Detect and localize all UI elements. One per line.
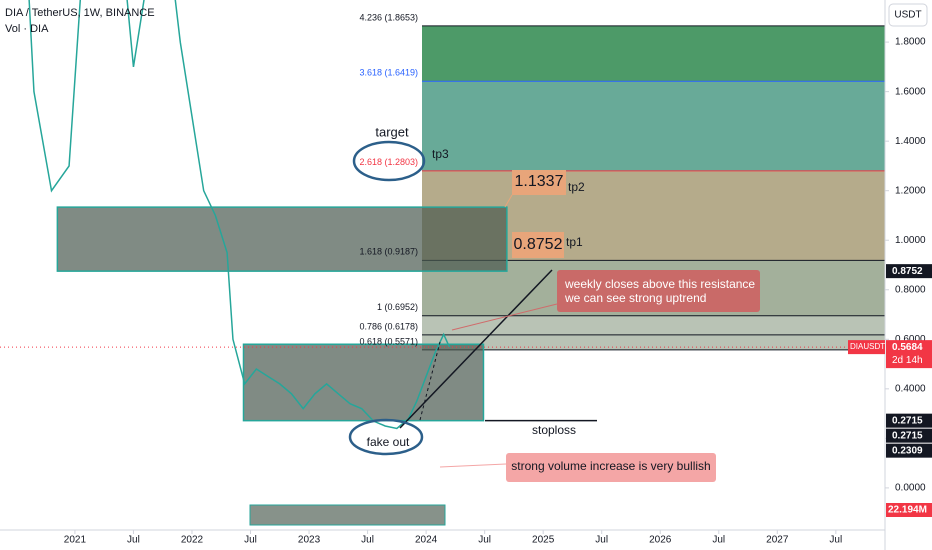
price-tag-label: 0.5684	[892, 342, 923, 353]
note-pointer	[451, 303, 558, 331]
tp2-box	[512, 170, 566, 195]
x-tick-label: Jul	[127, 535, 140, 546]
fib-label: 4.236 (1.8653)	[359, 12, 418, 22]
zone-box	[56, 206, 508, 272]
y-tick-label: 0.8000	[895, 284, 926, 295]
currency-button[interactable]	[888, 3, 928, 27]
symbol-tag	[848, 340, 885, 355]
volume-note: strong volume increase is very bullish	[511, 459, 710, 473]
countdown: 2d 14h	[892, 355, 923, 366]
fakeout-label: fake out	[367, 435, 410, 449]
fakeout-circle	[348, 418, 424, 456]
price-tag	[886, 340, 932, 369]
volume-box	[249, 504, 446, 526]
price-tag	[886, 428, 932, 443]
x-tick-label: 2027	[766, 535, 789, 546]
dashed-line	[419, 341, 441, 421]
price-line	[28, 0, 451, 430]
zone-box	[242, 343, 485, 422]
x-tick-label: Jul	[829, 535, 842, 546]
tp1-label: tp1	[566, 235, 583, 249]
price-axis: 0.00000.20000.40000.60000.80001.00001.20…	[885, 37, 932, 517]
tp3-label: tp3	[432, 147, 449, 161]
price-tag-label: 0.2309	[892, 445, 923, 456]
x-tick-label: Jul	[244, 535, 257, 546]
volume-tag-label: 22.194M	[888, 505, 927, 516]
x-tick-label: Jul	[478, 535, 491, 546]
fib-zone	[422, 334, 885, 350]
trend-arrow	[399, 269, 553, 429]
y-tick-label: 1.2000	[895, 185, 926, 196]
price-tag-label: 0.8752	[892, 266, 923, 277]
note-line: we can see strong uptrend	[564, 291, 706, 305]
fib-zone	[422, 315, 885, 335]
x-tick-label: Jul	[712, 535, 725, 546]
x-tick-label: Jul	[361, 535, 374, 546]
fib-zone	[422, 81, 885, 171]
price-tag	[886, 264, 932, 279]
fib-label: 0.786 (0.6178)	[359, 321, 418, 331]
symbol-tag-label: DIAUSDT	[850, 342, 885, 351]
x-tick-label: 2021	[64, 535, 87, 546]
y-tick-label: 0.6000	[895, 334, 926, 345]
volume-tag	[886, 503, 932, 517]
y-tick-label: 1.0000	[895, 235, 926, 246]
y-tick-label: 0.0000	[895, 483, 926, 494]
x-tick-label: 2023	[298, 535, 321, 546]
y-tick-label: 1.6000	[895, 86, 926, 97]
currency[interactable]: USDT	[894, 10, 921, 21]
volume-note-box	[506, 453, 716, 482]
price-tag-label: 0.2715	[892, 415, 923, 426]
x-tick-label: 2025	[532, 535, 555, 546]
tp1-box	[512, 232, 564, 258]
x-tick-label: Jul	[595, 535, 608, 546]
tp2-value: 1.1337	[515, 173, 564, 190]
tp1-value: 0.8752	[514, 236, 563, 253]
fib-label: 0.618 (0.5571)	[359, 336, 418, 346]
price-tag-label: 0.2715	[892, 430, 923, 441]
fib-label: 3.618 (1.6419)	[359, 68, 418, 78]
fib-zone	[422, 25, 885, 82]
series-layer	[0, 0, 885, 430]
y-tick-label: 1.4000	[895, 136, 926, 147]
note-line: weekly closes above this resistance	[564, 277, 755, 291]
target-label: target	[375, 124, 409, 139]
y-tick-label: 1.8000	[895, 37, 926, 48]
x-tick-label: 2024	[415, 535, 438, 546]
y-tick-label: 0.4000	[895, 383, 926, 394]
x-tick-label: 2026	[649, 535, 672, 546]
price-tag	[886, 413, 932, 428]
fib-label: 1.618 (0.9187)	[359, 247, 418, 257]
price-tag	[886, 443, 932, 458]
symbol-title: DIA / TetherUS, 1W, BINANCE	[5, 7, 155, 19]
tp2-label: tp2	[568, 180, 585, 194]
volume-pointer	[439, 463, 507, 468]
fib-label: 2.618 (1.2803)	[359, 157, 418, 167]
x-tick-label: 2022	[181, 535, 204, 546]
tp2-pointer	[504, 194, 513, 208]
target-circle	[352, 140, 426, 182]
note-box	[557, 270, 760, 312]
stoploss-label: stoploss	[532, 423, 576, 437]
volume-title: Vol · DIA	[5, 23, 49, 35]
fib-label: 1 (0.6952)	[377, 302, 418, 312]
